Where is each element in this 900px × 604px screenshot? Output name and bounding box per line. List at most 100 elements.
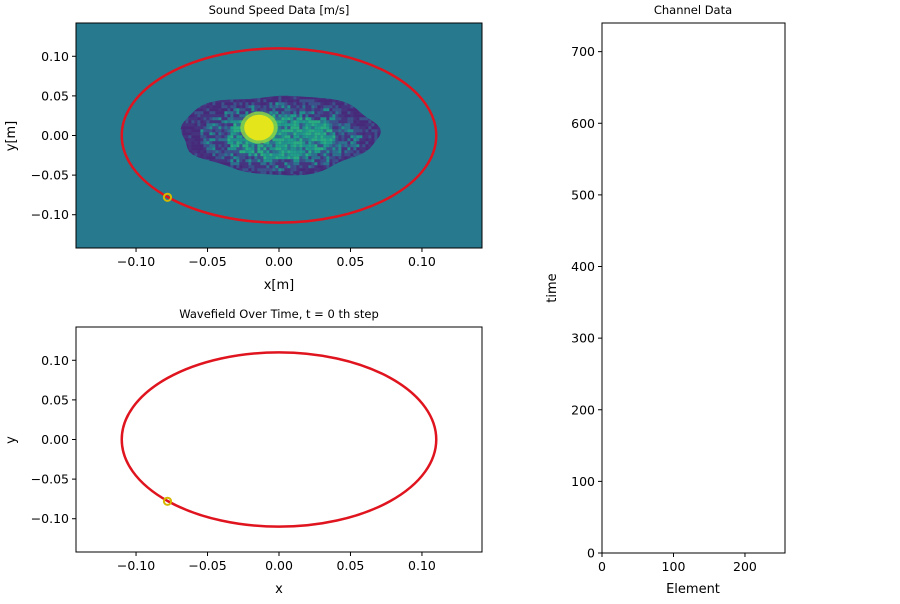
tissue-texture-cell bbox=[323, 114, 327, 118]
tissue-texture-cell bbox=[341, 144, 345, 148]
tissue-texture-cell bbox=[242, 162, 246, 166]
channel-data-y-ticks: 0 100 200 300 400 500 600 700 bbox=[571, 44, 602, 561]
tissue-texture-cell bbox=[302, 162, 306, 166]
tissue-texture-cell bbox=[299, 126, 303, 130]
tissue-texture-cell bbox=[221, 147, 225, 151]
tissue-texture-cell bbox=[224, 159, 228, 163]
tissue-texture-cell bbox=[224, 102, 228, 106]
tissue-texture-cell bbox=[368, 126, 372, 130]
tissue-texture-cell bbox=[185, 120, 189, 124]
tissue-texture-cell bbox=[323, 105, 327, 109]
tissue-texture-cell bbox=[344, 138, 348, 142]
tissue-texture-cell bbox=[308, 141, 312, 145]
tissue-texture-cell bbox=[329, 120, 333, 124]
tissue-texture-cell bbox=[314, 114, 318, 118]
tissue-texture-cell bbox=[332, 141, 336, 145]
tissue-texture-cell bbox=[323, 165, 327, 169]
tissue-texture-cell bbox=[290, 111, 294, 115]
tissue-texture-cell bbox=[314, 123, 318, 127]
tissue-texture-cell bbox=[245, 144, 249, 148]
tissue-texture-cell bbox=[218, 147, 222, 151]
tissue-texture-cell bbox=[329, 138, 333, 142]
tissue-texture-cell bbox=[284, 171, 288, 175]
tissue-texture-cell bbox=[203, 126, 207, 130]
tissue-texture-cell bbox=[263, 150, 267, 154]
tissue-texture-cell bbox=[287, 120, 291, 124]
tissue-texture-cell bbox=[311, 108, 315, 112]
tissue-texture-cell bbox=[257, 168, 261, 172]
tissue-texture-cell bbox=[194, 150, 198, 154]
tissue-texture-cell bbox=[293, 123, 297, 127]
tissue-texture-cell bbox=[359, 135, 363, 139]
tissue-texture-cell bbox=[347, 135, 351, 139]
tissue-texture-cell bbox=[293, 99, 297, 103]
tissue-texture-cell bbox=[335, 105, 339, 109]
tissue-texture-cell bbox=[317, 150, 321, 154]
tissue-texture-cell bbox=[200, 153, 204, 157]
tissue-texture-cell bbox=[251, 99, 255, 103]
tissue-texture-cell bbox=[320, 162, 324, 166]
tissue-texture-cell bbox=[296, 123, 300, 127]
tissue-texture-cell bbox=[359, 126, 363, 130]
wavefield-y-tick-label: 0.00 bbox=[41, 432, 69, 447]
tissue-texture-cell bbox=[269, 165, 273, 169]
tissue-texture-cell bbox=[326, 132, 330, 136]
tissue-texture-cell bbox=[281, 108, 285, 112]
tissue-texture-cell bbox=[275, 144, 279, 148]
tissue-texture-cell bbox=[266, 144, 270, 148]
tissue-texture-cell bbox=[182, 126, 186, 130]
tissue-texture bbox=[180, 95, 381, 176]
tissue-texture-cell bbox=[326, 162, 330, 166]
tissue-texture-cell bbox=[365, 141, 369, 145]
tissue-texture-cell bbox=[239, 132, 243, 136]
tissue-texture-cell bbox=[299, 156, 303, 160]
tissue-texture-cell bbox=[275, 96, 279, 100]
wavefield-y-tick-label: −0.10 bbox=[31, 511, 69, 526]
tissue-texture-cell bbox=[353, 135, 357, 139]
tissue-texture-cell bbox=[194, 147, 198, 151]
tissue-texture-cell bbox=[239, 147, 243, 151]
tissue-texture-cell bbox=[308, 96, 312, 100]
tissue-texture-cell bbox=[350, 126, 354, 130]
wavefield-panel: Wavefield Over Time, t = 0 th step −0.10… bbox=[4, 307, 483, 597]
tissue-texture-cell bbox=[311, 168, 315, 172]
tissue-texture-cell bbox=[221, 129, 225, 133]
tissue-texture-cell bbox=[317, 99, 321, 103]
tissue-texture-cell bbox=[254, 159, 258, 163]
tissue-texture-cell bbox=[230, 99, 234, 103]
tissue-texture-cell bbox=[209, 108, 213, 112]
tissue-texture-cell bbox=[356, 141, 360, 145]
tissue-texture-cell bbox=[260, 171, 264, 175]
tissue-texture-cell bbox=[215, 114, 219, 118]
tissue-texture-cell bbox=[275, 168, 279, 172]
tissue-texture-cell bbox=[272, 114, 276, 118]
tissue-texture-cell bbox=[224, 162, 228, 166]
tissue-texture-cell bbox=[284, 144, 288, 148]
tissue-texture-cell bbox=[290, 102, 294, 106]
wavefield-title: Wavefield Over Time, t = 0 th step bbox=[179, 307, 379, 321]
tissue-texture-cell bbox=[230, 105, 234, 109]
tissue-texture-cell bbox=[308, 144, 312, 148]
tissue-texture-cell bbox=[350, 111, 354, 115]
tissue-texture-cell bbox=[281, 171, 285, 175]
tissue-texture-cell bbox=[221, 132, 225, 136]
tissue-texture-cell bbox=[320, 165, 324, 169]
tissue-texture-cell bbox=[320, 111, 324, 115]
tissue-texture-cell bbox=[212, 102, 216, 106]
tissue-texture-cell bbox=[254, 165, 258, 169]
tissue-texture-cell bbox=[332, 114, 336, 118]
tissue-texture-cell bbox=[284, 114, 288, 118]
tissue-texture-cell bbox=[290, 117, 294, 121]
tissue-texture-cell bbox=[212, 123, 216, 127]
tissue-texture-cell bbox=[356, 138, 360, 142]
tissue-texture-cell bbox=[293, 165, 297, 169]
tissue-texture-cell bbox=[308, 171, 312, 175]
tissue-texture-cell bbox=[245, 165, 249, 169]
tissue-texture-cell bbox=[335, 144, 339, 148]
tissue-texture-cell bbox=[317, 147, 321, 151]
tissue-texture-cell bbox=[353, 141, 357, 145]
tissue-texture-cell bbox=[191, 126, 195, 130]
tissue-texture-cell bbox=[362, 117, 366, 121]
tissue-texture-cell bbox=[302, 153, 306, 157]
tissue-texture-cell bbox=[368, 120, 372, 124]
